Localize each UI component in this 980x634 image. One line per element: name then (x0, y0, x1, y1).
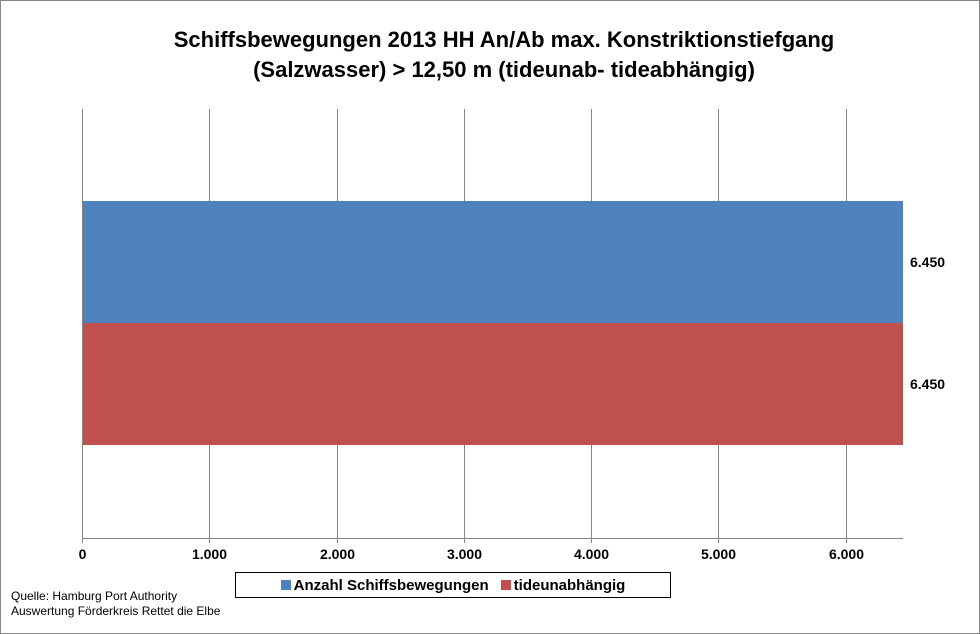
source-line-2: Auswertung Förderkreis Rettet die Elbe (11, 604, 221, 618)
source-line-1: Quelle: Hamburg Port Authority (11, 589, 178, 603)
x-tick-label-0: 0 (79, 546, 87, 562)
legend-item-series-1: Anzahl Schiffsbewegungen (280, 576, 489, 594)
x-tick-label-3: 3.000 (447, 546, 482, 562)
source-note: Quelle: Hamburg Port Authority Auswertun… (11, 589, 220, 619)
x-tick-label-1: 1.000 (192, 546, 227, 562)
legend: Anzahl Schiffsbewegungen tideunabhängig (235, 572, 671, 598)
legend-swatch-series-2 (500, 580, 511, 590)
legend-swatch-series-1 (280, 580, 291, 590)
bar-series-1 (82, 201, 903, 323)
legend-label-series-2: tideunabhängig (513, 576, 626, 594)
legend-label-series-1: Anzahl Schiffsbewegungen (293, 576, 489, 594)
chart-title: Schiffsbewegungen 2013 HH An/Ab max. Kon… (1, 25, 979, 85)
x-tick-label-6: 6.000 (829, 546, 864, 562)
data-label-series-1: 6.450 (910, 254, 945, 270)
data-label-series-2: 6.450 (910, 376, 945, 392)
chart-title-line-1: Schiffsbewegungen 2013 HH An/Ab max. Kon… (173, 27, 835, 52)
x-tick-label-5: 5.000 (701, 546, 736, 562)
x-tick-label-2: 2.000 (320, 546, 355, 562)
x-tick-label-4: 4.000 (574, 546, 609, 562)
chart-title-line-2: (Salzwasser) > 12,50 m (tideunab- tideab… (253, 57, 755, 82)
bar-series-2 (82, 323, 903, 445)
legend-item-series-2: tideunabhängig (500, 576, 626, 594)
